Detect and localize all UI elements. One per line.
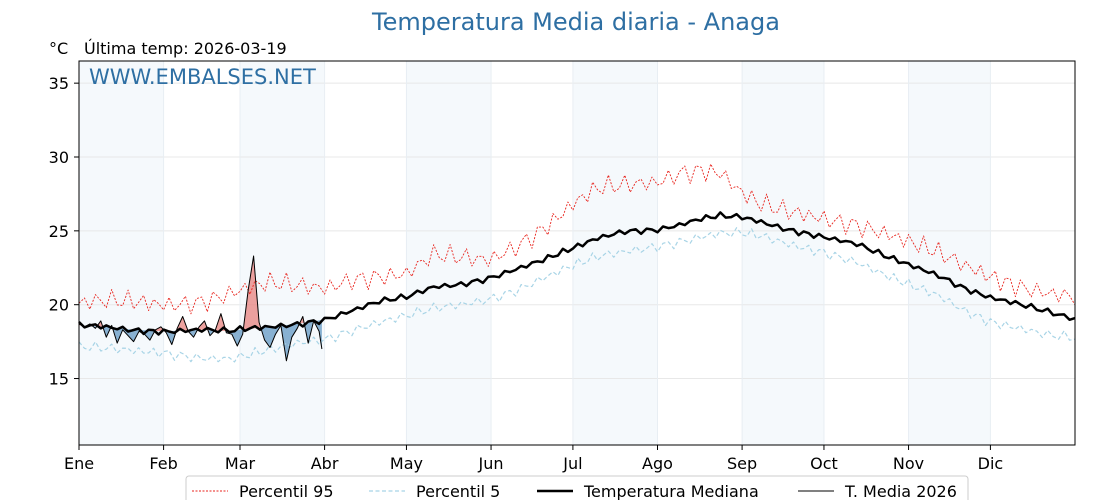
legend-label: Temperatura Mediana: [583, 482, 759, 500]
month-band: [239, 61, 325, 445]
series-line-t-media-2026: [78, 255, 323, 362]
x-tick-label: Jul: [562, 454, 582, 473]
last-update-label: Última temp: 2026-03-19: [84, 39, 287, 58]
legend-label: T. Media 2026: [844, 482, 957, 500]
chart-title: Temperatura Media diaria - Anaga: [372, 8, 780, 36]
y-tick-label: 15: [49, 370, 69, 389]
month-band: [79, 61, 164, 445]
x-tick-label: Oct: [810, 454, 838, 473]
month-band: [406, 61, 492, 445]
legend: Percentil 95 Percentil 5 Temperatura Media…: [185, 475, 969, 500]
legend-label: Percentil 5: [416, 482, 500, 500]
y-tick-label: 35: [49, 74, 69, 93]
x-tick-label: Nov: [893, 454, 924, 473]
x-tick-label: Feb: [149, 454, 177, 473]
month-band: [742, 61, 824, 445]
plot-frame: [78, 60, 1076, 446]
legend-label: Percentil 95: [239, 482, 334, 500]
x-tick-label: Sep: [727, 454, 757, 473]
x-tick-label: Jun: [478, 454, 504, 473]
month-band: [572, 61, 658, 445]
y-tick-label: 30: [49, 148, 69, 167]
x-tick-label: Ene: [64, 454, 94, 473]
month-band: [908, 61, 991, 445]
series-line-percentil-5: [78, 227, 1076, 363]
x-tick-label: May: [390, 454, 423, 473]
series-line-percentil-95: [78, 163, 1076, 315]
watermark: WWW.EMBALSES.NET: [89, 65, 316, 89]
x-tick-label: Ago: [642, 454, 673, 473]
x-tick-label: Mar: [225, 454, 256, 473]
x-tick-label: Dic: [978, 454, 1004, 473]
y-tick-label: 25: [49, 222, 69, 241]
series-line-temperatura-mediana: [78, 211, 1076, 336]
x-tick-label: Abr: [311, 454, 339, 473]
y-tick-label: 20: [49, 296, 69, 315]
unit-label: °C: [49, 39, 69, 58]
